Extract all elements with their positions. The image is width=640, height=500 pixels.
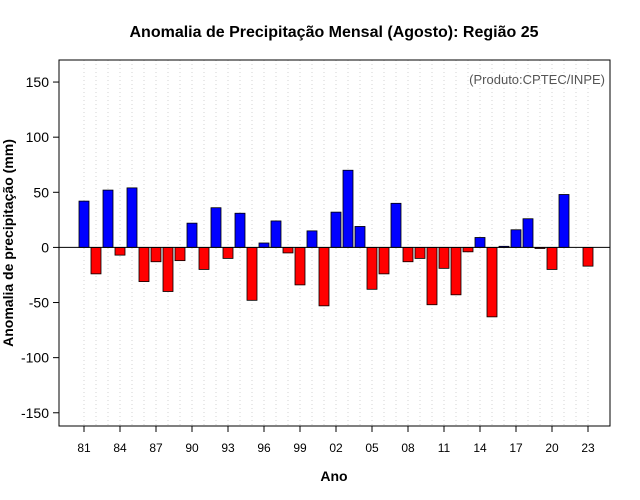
grid-lines xyxy=(83,60,589,426)
bar-2014 xyxy=(474,237,486,248)
x-tick-label: 20 xyxy=(545,441,559,455)
x-tick-label: 02 xyxy=(329,441,343,455)
bar-2011 xyxy=(438,247,450,269)
y-axis-label: Anomalia de precipitação (mm) xyxy=(0,139,16,347)
bar-2003 xyxy=(342,169,354,248)
y-tick-label: 150 xyxy=(26,74,50,90)
y-tick-label: 100 xyxy=(26,129,50,145)
bar-2005 xyxy=(366,247,378,290)
bar-1996 xyxy=(258,242,270,248)
bar-2004 xyxy=(354,226,366,248)
bar-1993 xyxy=(222,247,234,259)
y-tick-label: -100 xyxy=(21,350,49,366)
y-tick-label: -50 xyxy=(29,295,49,311)
bar-2000 xyxy=(306,230,318,248)
bar-1987 xyxy=(150,247,162,263)
bar-2015 xyxy=(486,247,498,318)
x-tick-label: 17 xyxy=(509,441,523,455)
bar-1984 xyxy=(114,247,126,256)
x-tick-label: 81 xyxy=(77,441,91,455)
bar-2013 xyxy=(462,247,474,253)
bar-1997 xyxy=(270,220,282,248)
x-axis: 81 84 87 90 93 96 99 02 05 08 11 14 17 20 23 xyxy=(77,426,595,455)
bar-2001 xyxy=(318,247,330,307)
y-tick-label: 50 xyxy=(33,184,49,200)
bar-1992 xyxy=(210,207,222,248)
bar-2002 xyxy=(330,211,342,248)
bar-1991 xyxy=(198,247,210,270)
x-tick-label: 99 xyxy=(293,441,307,455)
x-tick-label: 84 xyxy=(113,441,127,455)
bar-1985 xyxy=(126,187,138,248)
bar-2023 xyxy=(582,247,594,267)
bar-2006 xyxy=(378,247,390,275)
bar-2012 xyxy=(450,247,462,296)
bar-1994 xyxy=(234,212,246,248)
x-tick-label: 14 xyxy=(473,441,487,455)
x-tick-label: 96 xyxy=(257,441,271,455)
x-tick-label: 93 xyxy=(221,441,235,455)
bar-2020 xyxy=(546,247,558,270)
bar-2010 xyxy=(426,247,438,306)
x-tick-label: 90 xyxy=(185,441,199,455)
bar-2007 xyxy=(390,202,402,248)
bar-2008 xyxy=(402,247,414,263)
bar-1986 xyxy=(138,247,150,282)
bar-1988 xyxy=(162,247,174,292)
bar-2021 xyxy=(558,194,570,248)
bars xyxy=(78,169,594,318)
credit-label: (Produto:CPTEC/INPE) xyxy=(469,72,605,87)
bar-1998 xyxy=(282,247,294,254)
y-tick-label: -150 xyxy=(21,405,49,421)
x-tick-label: 87 xyxy=(149,441,163,455)
chart-title: Anomalia de Precipitação Mensal (Agosto)… xyxy=(130,24,539,41)
x-tick-label: 08 xyxy=(401,441,415,455)
x-tick-label: 23 xyxy=(581,441,595,455)
x-tick-label: 11 xyxy=(438,441,451,455)
bar-1989 xyxy=(174,247,186,262)
bar-2009 xyxy=(414,247,426,259)
bar-1982 xyxy=(90,247,102,275)
bar-2018 xyxy=(522,218,534,248)
plot-frame xyxy=(58,59,611,427)
bar-1990 xyxy=(186,222,198,248)
bar-2017 xyxy=(510,229,522,248)
bar-1983 xyxy=(102,189,114,248)
x-axis-label: Ano xyxy=(320,468,347,484)
bar-1999 xyxy=(294,247,306,286)
bar-1981 xyxy=(78,200,90,248)
bar-1995 xyxy=(246,247,258,301)
y-axis: -150 -100 -50 0 50 100 150 xyxy=(21,74,59,421)
x-tick-label: 05 xyxy=(365,441,379,455)
y-tick-label: 0 xyxy=(41,239,49,255)
